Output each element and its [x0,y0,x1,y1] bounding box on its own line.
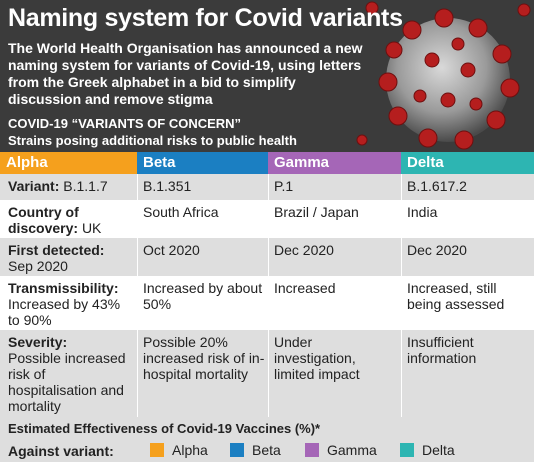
column-divider [401,174,402,417]
table-row-variant: Variant: B.1.1.7 B.1.351 P.1 B.1.617.2 [0,174,534,200]
cell-alpha: Country of discovery: UK [8,204,134,236]
page-title: Naming system for Covid variants [8,4,403,32]
alpha-value: Increased by 43% to 90% [8,296,121,328]
legend-swatch-alpha [150,443,164,457]
row-label: First detected: [8,242,105,258]
alpha-value: Possible increased risk of hospitalisati… [8,350,126,414]
against-variant-label: Against variant: [8,443,114,459]
column-divider [137,174,138,417]
legend-swatch-beta [230,443,244,457]
column-divider [268,174,269,417]
column-header-gamma: Gamma [268,152,401,174]
table-row-severity: Severity: Possible increased risk of hosp… [0,330,534,417]
row-label: Severity: [8,334,68,350]
gamma-value: Under investigation, limited impact [274,334,360,382]
legend-swatch-delta [400,443,414,457]
beta-value: Oct 2020 [143,242,200,258]
cell-alpha: Severity: Possible increased risk of hosp… [8,334,134,414]
delta-value: Increased, still being assessed [407,280,505,312]
legend-label-beta: Beta [252,442,281,458]
beta-value: South Africa [143,204,219,220]
header-panel: Naming system for Covid variants The Wor… [0,0,534,152]
table-row-first-detected: First detected: Sep 2020 Oct 2020 Dec 202… [0,238,534,276]
row-label: Country of discovery: [8,204,79,236]
gamma-value: Dec 2020 [274,242,334,258]
legend-label-delta: Delta [422,442,455,458]
alpha-value: B.1.1.7 [63,178,108,194]
description: The World Health Organisation has announ… [8,40,363,107]
row-label: Variant: [8,178,60,194]
column-header-beta: Beta [137,152,268,174]
vaccine-effectiveness-title: Estimated Effectiveness of Covid-19 Vacc… [8,421,321,436]
alpha-value: Sep 2020 [8,258,68,274]
delta-value: Insufficient information [407,334,477,366]
coronavirus-image [352,0,534,152]
beta-value: Possible 20% increased risk of in-hospit… [143,334,265,382]
delta-value: India [407,204,438,220]
table-row-transmissibility: Transmissibility: Increased by 43% to 90%… [0,276,534,330]
gamma-value: Increased [274,280,336,296]
variants-of-concern-heading: COVID-19 “VARIANTS OF CONCERN” Strains p… [8,115,297,149]
delta-value: B.1.617.2 [407,178,467,194]
beta-value: Increased by about 50% [143,280,263,312]
legend-swatch-gamma [305,443,319,457]
gamma-value: P.1 [274,178,294,194]
row-label: Transmissibility: [8,280,119,296]
vaccine-effectiveness-section: Estimated Effectiveness of Covid-19 Vacc… [0,417,534,462]
cell-alpha: Variant: B.1.1.7 [8,178,134,194]
column-header-alpha: Alpha [0,152,137,174]
delta-value: Dec 2020 [407,242,467,258]
alpha-value: UK [81,220,102,236]
beta-value: B.1.351 [143,178,192,194]
voc-subtitle: Strains posing additional risks to publi… [8,133,297,148]
voc-title: COVID-19 “VARIANTS OF CONCERN” [8,116,242,131]
legend-label-gamma: Gamma [327,442,377,458]
cell-alpha: First detected: Sep 2020 [8,242,134,274]
gamma-value: Brazil / Japan [274,204,359,220]
column-header-delta: Delta [401,152,534,174]
table-row-country: Country of discovery: UK South Africa Br… [0,200,534,238]
legend-label-alpha: Alpha [172,442,208,458]
cell-alpha: Transmissibility: Increased by 43% to 90% [8,280,134,328]
